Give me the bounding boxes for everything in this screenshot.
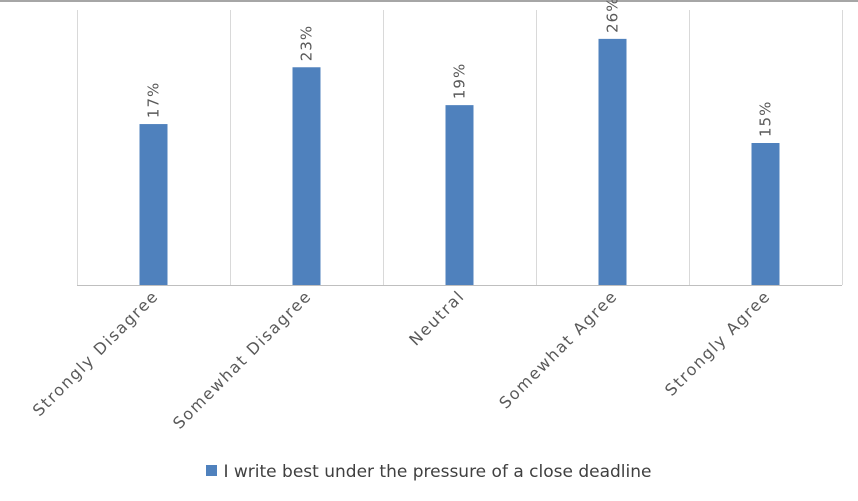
- bar: [751, 143, 780, 285]
- data-label: 26%: [604, 0, 622, 33]
- bar: [445, 105, 474, 285]
- x-tick-label: Neutral: [405, 286, 468, 349]
- legend: I write best under the pressure of a clo…: [0, 462, 858, 482]
- data-label: 17%: [145, 82, 163, 118]
- data-label: 19%: [451, 63, 469, 99]
- bar: [139, 124, 168, 285]
- bar: [292, 67, 321, 286]
- x-tick-label: Strongly Disagree: [29, 286, 163, 420]
- data-label: 15%: [757, 101, 775, 137]
- bar: [598, 38, 627, 285]
- legend-swatch: [206, 464, 218, 476]
- top-border: [0, 0, 858, 2]
- x-tick-label: Somewhat Agree: [495, 286, 621, 412]
- x-tick-label: Strongly Agree: [661, 286, 774, 399]
- legend-label: I write best under the pressure of a clo…: [223, 462, 652, 482]
- x-tick-label: Somewhat Disagree: [169, 286, 315, 432]
- data-label: 23%: [298, 25, 316, 61]
